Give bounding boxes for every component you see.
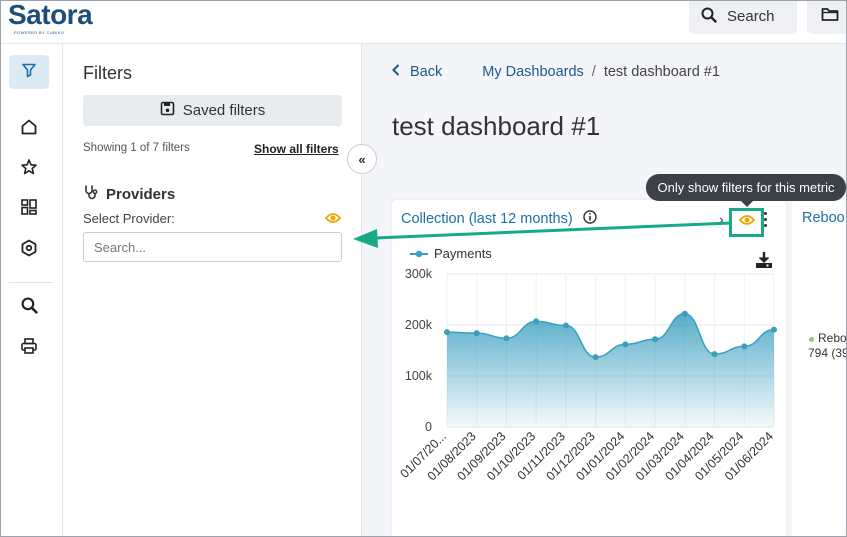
- rail-print-button[interactable]: [9, 331, 49, 365]
- data-point: [503, 335, 510, 342]
- metric-card-title[interactable]: Collection (last 12 months): [401, 210, 597, 228]
- dashboard-grid-icon: [20, 198, 38, 221]
- select-provider-label: Select Provider:: [83, 211, 175, 226]
- top-bar: Satora POWERED BY CUBIKO Search: [1, 0, 846, 44]
- rail-home-button[interactable]: [9, 112, 49, 146]
- global-search-button[interactable]: Search: [689, 1, 797, 34]
- eye-icon: [738, 213, 756, 232]
- data-point: [562, 322, 569, 329]
- info-icon[interactable]: [582, 210, 597, 228]
- y-tick-label: 100k: [405, 369, 433, 383]
- rail-favorites-button[interactable]: [9, 152, 49, 186]
- data-point: [771, 326, 777, 333]
- show-all-filters-link[interactable]: Show all filters: [254, 142, 339, 156]
- breadcrumb-my-dashboards[interactable]: My Dashboards: [482, 64, 584, 80]
- filters-panel: Filters Saved filters Showing 1 of 7 fil…: [63, 44, 362, 536]
- breadcrumb-separator: /: [591, 64, 596, 80]
- logo[interactable]: Satora POWERED BY CUBIKO: [8, 0, 94, 40]
- data-point: [622, 341, 629, 348]
- provider-search-input[interactable]: [83, 232, 342, 262]
- y-tick-label: 300k: [405, 267, 433, 281]
- chevron-right-icon[interactable]: ›: [719, 211, 724, 227]
- reboot-card: Reboo Rebo 794 (39: [792, 200, 847, 536]
- search-icon: [21, 297, 38, 319]
- tooltip: Only show filters for this metric: [646, 174, 846, 207]
- folder-button[interactable]: [807, 1, 846, 34]
- legend-marker: [410, 250, 428, 257]
- breadcrumb-current: test dashboard #1: [603, 64, 720, 80]
- data-point: [533, 318, 540, 325]
- reboot-card-title[interactable]: Reboo: [802, 210, 845, 226]
- metric-title-label: Collection (last 12 months): [401, 211, 573, 227]
- filters-title: Filters: [83, 63, 132, 83]
- saved-filters-button[interactable]: Saved filters: [83, 95, 342, 126]
- saved-filters-label: Saved filters: [182, 102, 266, 119]
- data-point: [444, 329, 450, 336]
- reboot-value: 794 (39: [808, 346, 847, 360]
- star-icon: [20, 158, 38, 181]
- data-point: [473, 330, 480, 337]
- logo-subtitle: POWERED BY CUBIKO: [14, 30, 65, 35]
- metric-filter-visibility-button[interactable]: [729, 208, 764, 237]
- rail-search-button[interactable]: [9, 291, 49, 325]
- folder-icon: [821, 6, 839, 27]
- page-title: test dashboard #1: [392, 111, 601, 141]
- chevron-left-icon: [392, 64, 400, 80]
- download-icon[interactable]: [754, 250, 774, 275]
- providers-heading-label: Providers: [106, 185, 176, 203]
- legend-series-label: Payments: [434, 246, 492, 261]
- icon-rail: [1, 44, 63, 536]
- data-point: [741, 343, 748, 350]
- double-chevron-left-icon: «: [358, 151, 366, 167]
- data-point: [592, 354, 599, 361]
- payments-area: [447, 313, 774, 427]
- eye-icon[interactable]: [324, 211, 342, 230]
- tooltip-text: Only show filters for this metric: [657, 180, 835, 195]
- data-point: [681, 310, 688, 317]
- legend-dot: [809, 337, 814, 342]
- breadcrumb: Back My Dashboards / test dashboard #1: [392, 64, 720, 80]
- back-label: Back: [410, 64, 443, 80]
- rail-dashboards-button[interactable]: [9, 192, 49, 226]
- providers-heading: Providers: [83, 184, 175, 204]
- home-icon: [20, 118, 38, 141]
- filter-icon: [21, 62, 37, 83]
- data-point: [711, 351, 718, 358]
- y-tick-label: 200k: [405, 318, 433, 332]
- back-button[interactable]: Back: [392, 64, 442, 80]
- more-options-icon[interactable]: [764, 212, 767, 227]
- metric-card: Collection (last 12 months) › Payments 3…: [392, 200, 786, 536]
- chart-legend[interactable]: Payments: [410, 246, 492, 261]
- data-point: [652, 336, 659, 343]
- settings-icon: [20, 239, 38, 262]
- logo-text: Satora: [8, 0, 93, 30]
- filters-count-text: Showing 1 of 7 filters: [83, 142, 190, 154]
- stethoscope-icon: [83, 184, 99, 204]
- rail-filter-button[interactable]: [9, 55, 49, 89]
- rail-divider: [9, 282, 53, 283]
- collapse-filters-button[interactable]: «: [347, 144, 377, 174]
- y-tick-label: 0: [425, 420, 432, 434]
- rail-settings-button[interactable]: [9, 233, 49, 267]
- save-icon: [160, 101, 175, 120]
- search-button-label: Search: [727, 8, 775, 25]
- search-icon: [701, 7, 717, 27]
- reboot-legend-label: Rebo: [818, 331, 847, 345]
- collection-area-chart: 300k200k100k001/07/20...01/08/202301/09/…: [397, 267, 777, 483]
- print-icon: [20, 337, 38, 360]
